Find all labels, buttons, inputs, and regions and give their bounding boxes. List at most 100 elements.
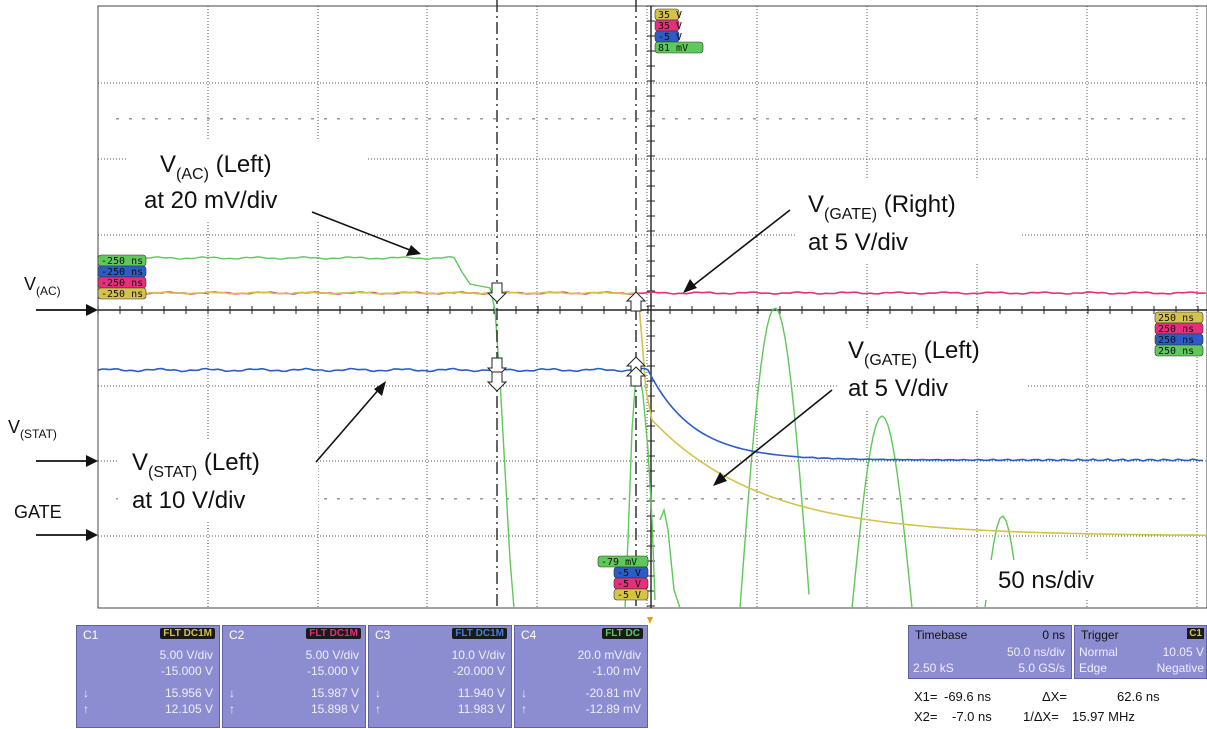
grid-dot	[623, 118, 626, 120]
grid-dot	[363, 118, 366, 120]
grid-dot	[454, 498, 457, 500]
side-label-vstat: V(STAT)	[8, 417, 57, 441]
vstat-label: V(STAT) (Left)	[132, 449, 260, 481]
grid-dot	[961, 498, 964, 500]
grid-dot	[1130, 118, 1133, 120]
left-tag: -250 ns	[101, 289, 143, 300]
grid-dot	[623, 498, 626, 500]
grid-dot	[1143, 118, 1146, 120]
timebase-panel[interactable]: Timebase 0 ns 50.0 ns/div 2.50 kS 5.0 GS…	[908, 625, 1072, 679]
grid-dot	[961, 118, 964, 120]
channel-scale: 20.0 mV/div	[577, 648, 641, 662]
channel-header: C3 FLT DC1M	[369, 626, 511, 645]
grid-dot	[233, 118, 236, 120]
grid-dot	[194, 118, 197, 120]
grid-dot	[870, 118, 873, 120]
vgate-left-label: V(GATE) (Left)	[848, 337, 980, 369]
timebase-delay: 0 ns	[1042, 628, 1065, 642]
right-tag: 250 ns	[1158, 346, 1194, 357]
grid-dot	[1052, 118, 1055, 120]
grid-dot	[636, 498, 639, 500]
grid-dot	[441, 498, 444, 500]
grid-dot	[844, 118, 847, 120]
channel-panel-c4[interactable]: C4 FLT DC 20.0 mV/div -1.00 mV ↓ -20.81 …	[514, 625, 648, 728]
grid-dot	[402, 498, 405, 500]
grid-dot	[1026, 498, 1029, 500]
channel-panel-c2[interactable]: C2 FLT DC1M 5.00 V/div -15.000 V ↓ 15.98…	[222, 625, 366, 728]
grid-dot	[389, 498, 392, 500]
down-arrow-icon: ↓	[229, 686, 235, 700]
channel-offset: -15.000 V	[160, 664, 213, 678]
grid-dot	[805, 498, 808, 500]
grid-dot	[480, 118, 483, 120]
grid-dot	[675, 118, 678, 120]
grid-dot	[662, 498, 665, 500]
grid-dot	[753, 498, 756, 500]
trigger-position-marker	[647, 617, 653, 624]
cursor-marker-up-icon	[625, 366, 647, 387]
down-arrow-icon: ↓	[83, 686, 89, 700]
grid-dot	[298, 118, 301, 120]
channel-panel-c1[interactable]: C1 FLT DC1M 5.00 V/div -15.000 V ↓ 15.95…	[76, 625, 220, 728]
bottom-tag: -5 V	[617, 590, 641, 601]
grid-dot	[610, 498, 613, 500]
grid-dot	[883, 118, 886, 120]
grid-dot	[740, 498, 743, 500]
grid-dot	[740, 118, 743, 120]
grid-dot	[545, 498, 548, 500]
grid-dot	[311, 118, 314, 120]
grid-dot	[649, 118, 652, 120]
vac-scale: at 20 mV/div	[144, 187, 277, 214]
grid-dot	[779, 118, 782, 120]
channel-name: C1	[83, 628, 99, 642]
grid-dot	[467, 498, 470, 500]
grid-dot	[532, 498, 535, 500]
grid-dot	[285, 118, 288, 120]
grid-dot	[259, 118, 262, 120]
up-arrow-icon: ↑	[229, 702, 235, 716]
cursor-value-1: 11.940 V	[457, 686, 505, 700]
x1-label: X1=	[914, 689, 938, 704]
grid-dot	[558, 118, 561, 120]
channel-scale: 5.00 V/div	[305, 648, 359, 662]
channel-name: C4	[521, 628, 537, 642]
grid-dot	[857, 118, 860, 120]
grid-dot	[974, 498, 977, 500]
grid-dot	[1013, 118, 1016, 120]
grid-dot	[506, 118, 509, 120]
left-tag-bg	[97, 287, 147, 300]
grid-dot	[376, 118, 379, 120]
grid-dot	[272, 118, 275, 120]
cursor-value-1: 15.987 V	[310, 686, 359, 700]
grid-dot	[480, 498, 483, 500]
grid-dot	[1169, 118, 1172, 120]
grid-dot	[129, 118, 132, 120]
annotation-arrows	[311, 209, 833, 486]
grid-dot	[506, 498, 509, 500]
channel-header: C4 FLT DC	[515, 626, 647, 645]
grid-dot	[584, 118, 587, 120]
side-label-gate: GATE	[14, 502, 62, 522]
vgate-right-label: V(GATE) (Right)	[808, 191, 956, 223]
grid-dot	[1156, 118, 1159, 120]
bottom-tag: -79 mV	[601, 557, 637, 568]
x2-label: X2=	[914, 709, 938, 724]
grid-dot	[1182, 118, 1185, 120]
grid-dot	[883, 498, 886, 500]
trigger-panel[interactable]: Trigger C1 Normal 10.05 V Edge Negative	[1074, 625, 1207, 679]
grid-dot	[571, 118, 574, 120]
channel-panel-c3[interactable]: C3 FLT DC1M 10.0 V/div -20.000 V ↓ 11.94…	[368, 625, 512, 728]
grid-dot	[675, 498, 678, 500]
x2-value: -7.0 ns	[952, 709, 992, 724]
grid-dot	[1169, 498, 1172, 500]
grid-dot	[805, 118, 808, 120]
grid-dot	[1182, 498, 1185, 500]
grid-dot	[1065, 498, 1068, 500]
left-tag: -250 ns	[101, 278, 143, 289]
grid-dot	[337, 498, 340, 500]
cursor-marker-up-icon	[625, 291, 647, 312]
channel-offset: -15.000 V	[306, 664, 359, 678]
grid-dot	[532, 118, 535, 120]
grid-dot	[857, 498, 860, 500]
right-tag: 250 ns	[1158, 313, 1194, 324]
